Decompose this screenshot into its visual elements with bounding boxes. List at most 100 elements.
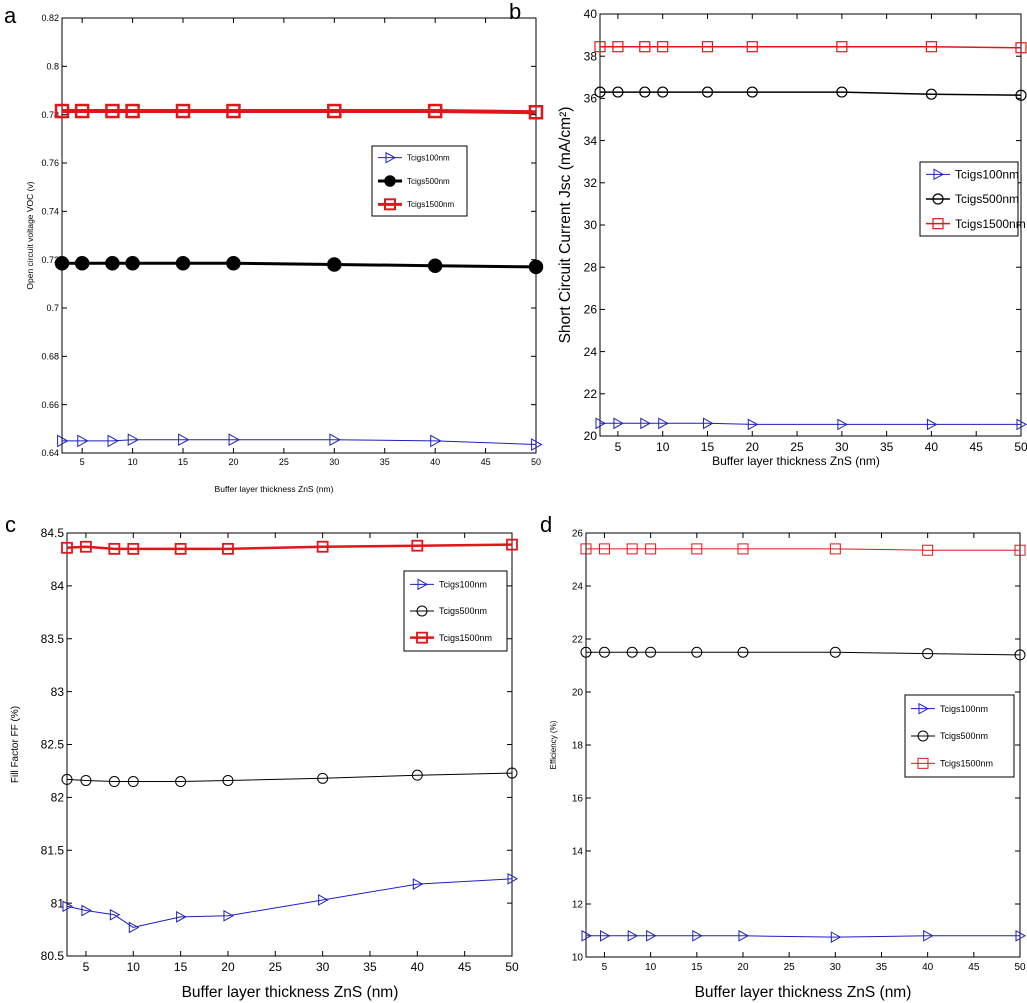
legend-entry: Tcigs100nm [407,153,450,162]
y-tick-label: 0.64 [41,448,59,458]
data-point-Tcigs100nm [412,878,424,890]
y-tick-label: 0.78 [41,110,59,120]
data-point-Tcigs1500nm [80,540,92,553]
data-point-Tcigs500nm [175,776,187,788]
legend-entry: Tcigs1500nm [439,633,492,643]
y-tick-label: 30 [584,218,598,232]
legend-marker-Tcigs500nm [917,730,929,742]
legend-marker-Tcigs100nm [417,578,429,591]
data-point-Tcigs500nm [701,86,714,98]
data-point-Tcigs100nm [127,433,140,447]
data-point-Tcigs100nm [507,872,519,885]
chart-panel-b: b 5 10 15 20 25 30 35 40 45 50 20 22 24 26 28 30 32 34 36 38… [509,0,1027,468]
x-tick-label: 25 [784,962,796,973]
data-point-Tcigs1500nm [645,543,657,555]
data-point-Tcigs100nm [923,929,934,942]
legend-entry: Tcigs100nm [940,704,988,714]
x-tick-label: 5 [83,960,90,974]
x-tick-label: 40 [925,440,939,454]
legend-entry: Tcigs1500nm [407,200,454,209]
data-point-Tcigs500nm [925,88,938,100]
legend-marker-Tcigs1500nm [384,198,396,211]
x-tick-label: 35 [363,960,377,974]
series-line-Tcigs100nm [66,878,513,928]
data-point-Tcigs500nm [1015,89,1027,101]
y-axis-label: Efficiency (%) [549,720,558,769]
x-axis-label: Buffer layer thickness ZnS (nm) [712,454,880,468]
series-line-Tcigs100nm [600,422,1021,425]
panel-label: a [4,3,17,28]
x-tick-label: 15 [174,960,188,974]
y-tick-label: 0.7 [46,303,59,313]
y-tick-label: 84 [51,579,65,593]
data-point-Tcigs500nm [1014,649,1026,661]
x-tick-label: 45 [458,960,472,974]
data-point-Tcigs1500nm [222,542,234,555]
legend-marker-Tcigs1500nm [416,631,428,644]
data-point-Tcigs100nm [830,931,842,943]
x-tick-label: 45 [481,457,491,467]
x-axis-label: Buffer layer thickness ZnS (nm) [215,484,334,494]
y-axis-label: Short Circuit Current Jsc (mA/cm²) [557,107,574,344]
legend-marker-Tcigs100nm [918,702,930,715]
legend-marker-Tcigs100nm [933,168,945,181]
data-point-Tcigs500nm [657,86,669,98]
data-point-Tcigs1500nm [580,543,592,555]
y-tick-label: 0.66 [41,400,59,410]
data-point-Tcigs500nm [327,257,342,272]
data-point-Tcigs500nm [411,769,423,781]
y-tick-label: 81.5 [41,843,65,857]
data-point-Tcigs500nm [645,646,657,658]
series-line-Tcigs500nm [600,91,1022,96]
data-point-Tcigs500nm [61,773,73,785]
data-point-Tcigs100nm [595,417,607,430]
x-tick-label: 20 [746,440,760,454]
legend-entry: Tcigs100nm [439,579,487,589]
data-point-Tcigs1500nm [737,543,749,555]
y-tick-label: 22 [572,635,584,646]
data-point-Tcigs100nm [109,908,121,921]
data-point-Tcigs1500nm [1014,544,1026,556]
x-tick-label: 40 [411,960,425,974]
data-point-Tcigs1500nm [411,539,424,552]
x-tick-label: 5 [80,457,85,467]
data-point-Tcigs100nm [646,929,657,942]
x-tick-label: 10 [645,962,657,973]
data-point-Tcigs100nm [926,418,938,431]
data-point-Tcigs100nm [329,433,341,447]
y-tick-label: 0.72 [41,255,59,265]
x-tick-label: 35 [380,457,390,467]
data-point-Tcigs500nm [528,259,544,275]
data-point-Tcigs500nm [127,776,139,788]
data-point-Tcigs100nm [1015,929,1027,942]
x-tick-label: 30 [835,440,849,454]
data-point-Tcigs100nm [178,433,190,447]
data-point-Tcigs100nm [640,417,651,430]
x-tick-label: 30 [316,960,330,974]
x-tick-label: 50 [1014,962,1026,973]
data-point-Tcigs500nm [737,646,749,658]
data-point-Tcigs500nm [580,646,592,658]
x-tick-label: 25 [790,440,804,454]
legend-marker-Tcigs1500nm [932,218,944,230]
series-line-Tcigs500nm [586,651,1021,656]
data-point-Tcigs1500nm [598,543,610,555]
x-axis-label: Buffer layer thickness ZnS (nm) [695,984,912,1001]
data-point-Tcigs1500nm [327,103,342,119]
axes-frame [61,17,537,454]
data-point-Tcigs500nm [691,646,703,658]
data-point-Tcigs500nm [427,258,443,273]
x-tick-label: 15 [691,962,703,973]
data-point-Tcigs1500nm [612,41,624,53]
data-point-Tcigs100nm [599,929,611,942]
x-tick-label: 15 [178,457,188,467]
data-point-Tcigs500nm [54,256,70,271]
y-tick-label: 10 [572,953,584,964]
x-tick-label: 50 [1014,440,1027,454]
data-point-Tcigs1500nm [54,103,70,119]
series-line-Tcigs500nm [66,772,513,782]
y-tick-label: 14 [572,847,584,858]
data-point-Tcigs1500nm [105,103,120,119]
legend-marker-Tcigs100nm [385,151,397,164]
data-point-Tcigs100nm [430,434,442,448]
